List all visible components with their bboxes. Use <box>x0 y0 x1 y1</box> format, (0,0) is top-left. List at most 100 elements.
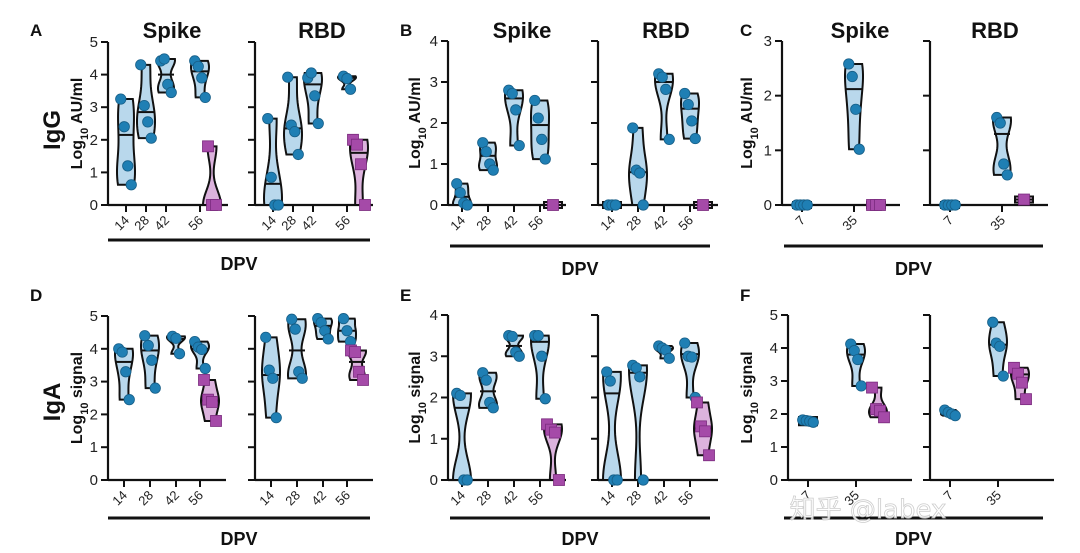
subplot-title: Spike <box>831 18 890 43</box>
subplot-rbd: RBD 14 28 42 56 <box>591 18 718 233</box>
y-tick-label: 2 <box>770 406 778 423</box>
data-point-circle <box>289 126 301 138</box>
y-tick-label: 0 <box>90 472 98 489</box>
y-tick-label: 3 <box>90 99 98 116</box>
data-point-square <box>349 346 361 358</box>
y-tick-label: 0 <box>430 197 438 214</box>
data-point-circle <box>199 362 211 375</box>
data-point-circle <box>480 374 492 386</box>
y-tick-label: 4 <box>430 307 438 324</box>
panel-letter: D <box>30 286 42 305</box>
data-point-circle <box>852 353 864 366</box>
violin-group-circle <box>189 55 211 104</box>
x-tick-label: 14 <box>256 488 277 509</box>
x-tick-label: 42 <box>499 488 520 509</box>
violin-group-circle <box>139 330 161 394</box>
x-axis-label: DPV <box>561 259 598 279</box>
y-tick-label: 3 <box>770 373 778 390</box>
y-tick-label: 4 <box>430 33 438 50</box>
data-point-circle <box>149 382 161 394</box>
y-tick-label: 3 <box>430 348 438 365</box>
violin-group-circle <box>336 313 358 348</box>
data-point-circle <box>165 86 177 99</box>
y-tick-label: 3 <box>90 374 98 391</box>
data-point-square <box>878 411 890 424</box>
data-point-circle <box>949 410 961 422</box>
x-tick-label: 42 <box>298 213 319 234</box>
data-point-circle <box>539 153 551 165</box>
violin-group-square <box>345 344 369 386</box>
data-point-circle <box>158 53 170 65</box>
panel-letter: A <box>30 21 42 40</box>
data-point-square <box>210 199 222 211</box>
y-tick-label: 3 <box>764 33 772 50</box>
violin-group-circle <box>653 340 675 364</box>
subplot-spike: Spike 0 1 2 3 7 35 <box>764 18 900 233</box>
y-axis-label: Log10 AU/ml <box>739 77 761 169</box>
y-axis-label-text: signal <box>407 351 424 402</box>
subplot-unnamed-0: 0 1 2 3 4 14 28 42 56 <box>430 307 566 508</box>
x-tick-label: 42 <box>308 488 329 509</box>
data-point-circle <box>122 160 134 172</box>
violin-group-circle <box>529 330 551 405</box>
y-tick-label: 1 <box>90 164 98 181</box>
y-axis-label-text: Log <box>407 414 424 443</box>
violin-shape <box>653 72 675 141</box>
y-tick-label: 5 <box>90 308 98 325</box>
y-tick-label: 1 <box>764 142 772 159</box>
violin-shape <box>282 76 304 156</box>
violin-group-circle <box>336 70 358 95</box>
data-point-circle <box>853 143 865 155</box>
y-axis-label-text: Log <box>739 140 756 169</box>
violin-shape <box>529 334 551 400</box>
data-point-circle <box>855 380 867 392</box>
x-tick-label: 56 <box>332 488 353 509</box>
x-tick-label: 14 <box>447 488 468 509</box>
subplot-title: RBD <box>971 18 1019 43</box>
data-point-circle <box>487 164 499 176</box>
violin-group-circle <box>845 338 867 392</box>
y-tick-label: 1 <box>430 431 438 448</box>
x-axis-label: DPV <box>220 254 257 274</box>
violin-group-square <box>691 396 715 462</box>
subplot-spike: Spike 0 1 2 3 4 14 28 42 56 <box>430 18 566 233</box>
x-tick-label: 42 <box>161 488 182 509</box>
data-point-circle <box>282 71 294 83</box>
y-tick-label: 1 <box>90 439 98 456</box>
y-tick-label: 3 <box>430 74 438 91</box>
x-tick-label: 28 <box>135 488 156 509</box>
violin-group-circle <box>991 111 1013 181</box>
x-tick-label: 7 <box>940 213 956 229</box>
violin-group-circle <box>797 414 819 428</box>
violin-group-circle <box>987 316 1009 382</box>
data-point-circle <box>146 354 158 366</box>
data-point-circle <box>846 70 858 83</box>
data-point-square <box>359 199 371 211</box>
y-axis-label-text: Log <box>407 140 424 169</box>
data-point-circle <box>341 325 353 337</box>
subplot-spike: Spike 0 1 2 3 4 5 14 28 42 56 <box>90 18 228 233</box>
data-point-circle <box>123 394 135 406</box>
violin-group-square <box>866 199 886 211</box>
violin-group-circle <box>679 87 701 145</box>
data-point-circle <box>634 371 646 383</box>
data-point-circle <box>120 366 132 378</box>
y-tick-label: 0 <box>764 197 772 214</box>
data-point-circle <box>994 117 1006 129</box>
violin-group-circle <box>602 199 622 211</box>
y-tick-label: 2 <box>90 132 98 149</box>
watermark: 知乎 @labex <box>790 495 947 525</box>
x-tick-label: 28 <box>473 213 494 234</box>
y-tick-label: 2 <box>430 115 438 132</box>
data-point-circle <box>539 393 551 405</box>
x-tick-label: 56 <box>185 213 206 234</box>
violin-shape <box>262 117 284 206</box>
subplot-title: Spike <box>493 18 552 43</box>
violin-group-circle <box>477 367 499 414</box>
x-tick-label: 42 <box>151 213 172 234</box>
violin-group-circle <box>260 331 282 424</box>
y-tick-label: 0 <box>90 197 98 214</box>
data-point-circle <box>506 87 518 100</box>
y-axis-label-subscript: 10 <box>79 128 91 140</box>
